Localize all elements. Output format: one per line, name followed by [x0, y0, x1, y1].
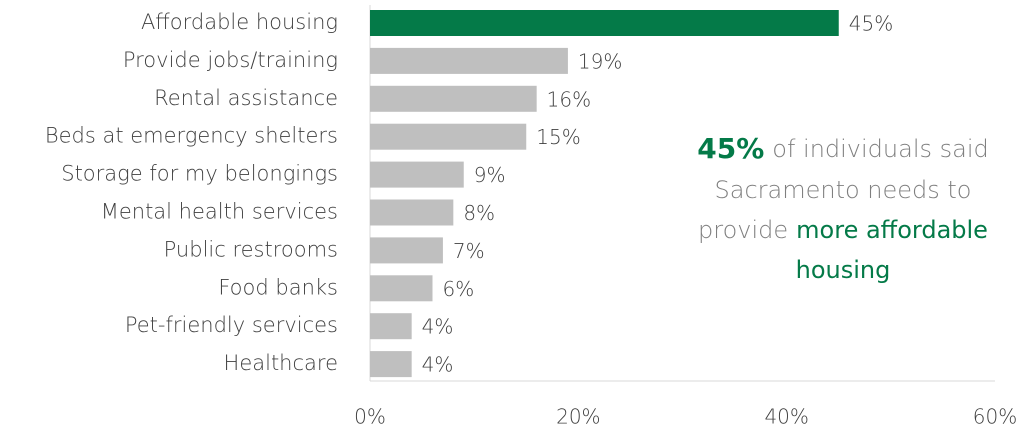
- annotation-text: of individuals said: [772, 135, 988, 163]
- value-label: 7%: [453, 239, 485, 263]
- x-tick-label: 20%: [556, 405, 600, 429]
- value-label: 16%: [547, 87, 591, 111]
- bar: [370, 199, 454, 226]
- x-tick-label: 60%: [973, 405, 1017, 429]
- category-label: Pet-friendly services: [125, 313, 338, 337]
- annotation-text: more affordable: [796, 216, 988, 244]
- category-label: Healthcare: [224, 351, 338, 375]
- bar: [370, 10, 839, 36]
- annotation-text: housing: [796, 256, 891, 284]
- bar: [370, 47, 568, 74]
- annotation-line: Sacramento needs to: [715, 176, 972, 204]
- annotation-line: housing: [796, 256, 891, 284]
- value-label: 19%: [578, 49, 622, 73]
- x-tick-label: 0%: [354, 405, 386, 429]
- value-label: 8%: [463, 201, 495, 225]
- value-label: 9%: [474, 163, 506, 187]
- category-label: Provide jobs/training: [123, 48, 338, 72]
- bar: [370, 313, 412, 340]
- category-label: Mental health services: [101, 200, 338, 224]
- bar: [370, 237, 443, 264]
- bar: [370, 351, 412, 378]
- bar: [370, 123, 527, 150]
- annotation-text: provide: [698, 216, 788, 244]
- category-label: Food banks: [218, 275, 338, 299]
- bar: [370, 275, 433, 302]
- value-label: 4%: [422, 353, 454, 377]
- category-label: Rental assistance: [154, 86, 338, 110]
- x-tick-label: 40%: [764, 405, 808, 429]
- value-label: 6%: [443, 277, 475, 301]
- category-label: Public restrooms: [164, 237, 338, 261]
- bar: [370, 85, 537, 112]
- annotation-text: Sacramento needs to: [715, 176, 972, 204]
- value-label: 15%: [536, 125, 580, 149]
- bar: [370, 161, 464, 188]
- value-label: 4%: [422, 315, 454, 339]
- category-label: Affordable housing: [141, 10, 338, 34]
- annotation-line: provide more affordable: [698, 216, 988, 244]
- value-label: 45%: [849, 12, 893, 36]
- category-label: Storage for my belongings: [61, 162, 338, 186]
- annotation-text: 45%: [697, 132, 764, 165]
- annotation-line: 45% of individuals said: [697, 132, 989, 165]
- category-label: Beds at emergency shelters: [45, 124, 338, 148]
